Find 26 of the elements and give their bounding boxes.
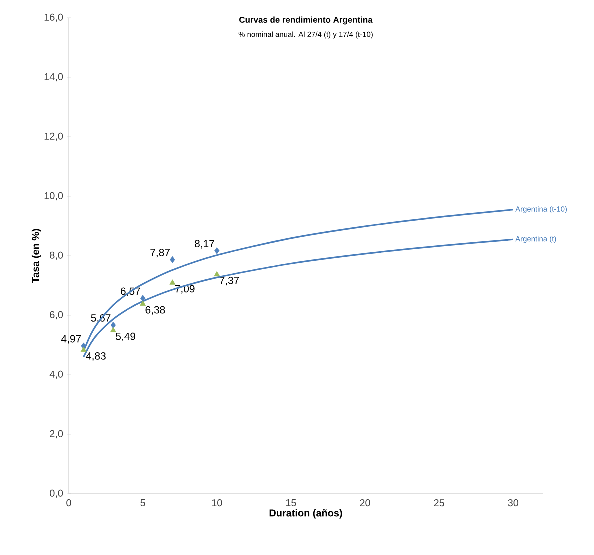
y-tick-label: 14,0 — [44, 73, 64, 82]
data-label: 8,17 — [195, 240, 214, 249]
data-label: 4,97 — [61, 335, 82, 344]
y-tick-label: 8,0 — [50, 252, 64, 260]
x-tick-label: 10 — [212, 500, 222, 507]
data-label: 6,38 — [146, 306, 166, 316]
y-axis-title: Tasa (en %) — [32, 229, 42, 284]
y-tick-label: 2,0 — [50, 430, 64, 439]
data-label: 7,37 — [220, 276, 240, 286]
data-label: 7,87 — [150, 249, 170, 258]
data-label: 4,83 — [86, 352, 106, 362]
x-tick-label: 25 — [434, 500, 444, 507]
x-axis-title: Duration (años) — [270, 509, 342, 519]
y-tick-label: 16,0 — [44, 14, 64, 22]
data-label: 5,49 — [116, 332, 136, 342]
chart-title: Curvas de rendimiento Argentina — [240, 16, 373, 25]
x-tick-label: 15 — [286, 500, 296, 506]
x-tick-label: 20 — [360, 500, 370, 507]
y-tick-label: 0,0 — [50, 490, 64, 498]
y-tick-label: 4,0 — [50, 370, 64, 380]
x-tick-label: 30 — [508, 500, 519, 507]
x-tick-label: 0 — [66, 500, 72, 507]
y-tick-label: 10,0 — [44, 192, 64, 201]
y-tick-label: 12,0 — [44, 132, 64, 142]
y-tick-label: 6,0 — [50, 311, 64, 320]
x-tick-label: 5 — [140, 500, 146, 506]
